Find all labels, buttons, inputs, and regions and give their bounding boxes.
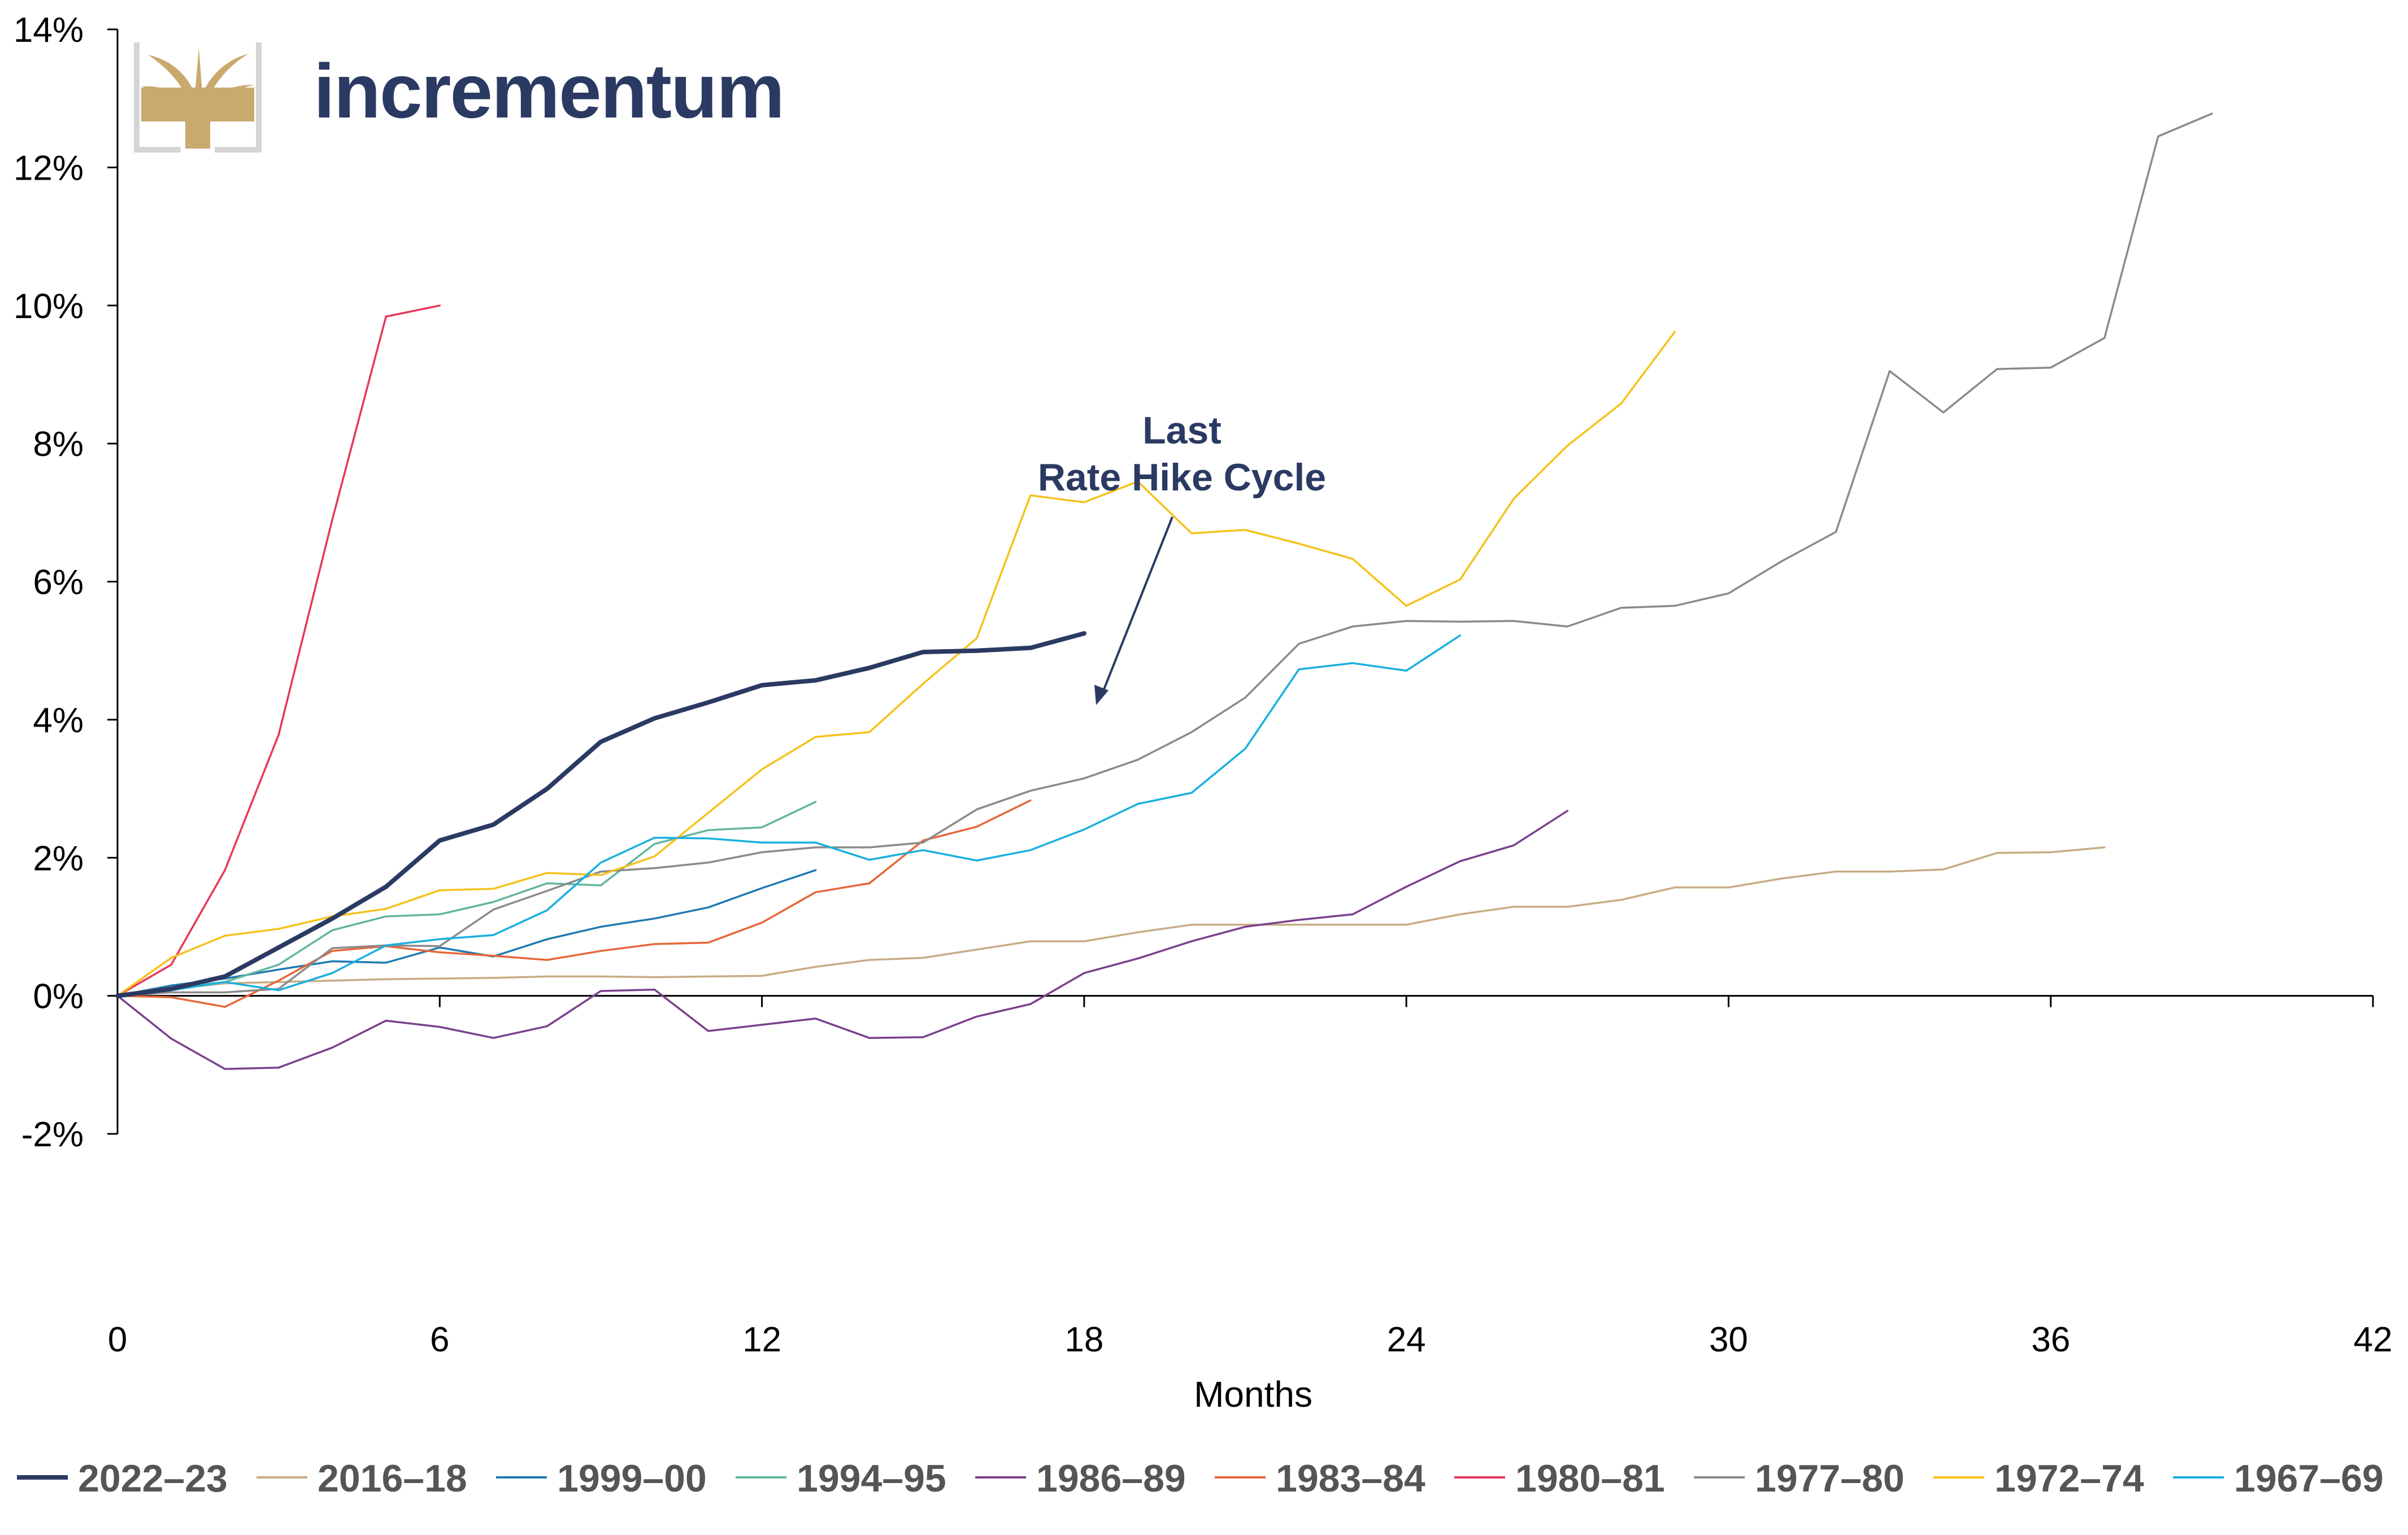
x-tick-label: 24 [1387,1320,1426,1359]
legend-label: 1986–89 [1036,1457,1186,1500]
x-tick-label: 0 [108,1320,127,1359]
axes: -2% 0% 2% 4% 6% 8% 10% 12% 14% 0 6 12 18 24 30 36 42 [14,11,2393,1359]
series-line-1967–69 [116,634,1461,997]
brand-logo: incrementum [134,42,785,153]
legend-label: 2022–23 [78,1457,228,1500]
annotation-arrowhead [1094,685,1109,705]
x-tick-label: 18 [1064,1320,1103,1359]
y-tick-label: 4% [33,701,84,740]
y-tick-label: 14% [14,11,84,50]
legend-label: 2016–18 [318,1457,467,1500]
series-line-1986–89 [116,810,1569,1070]
legend-label: 1977–80 [1755,1457,1905,1500]
series-line-1999–00 [116,869,817,997]
series-layer [115,112,2213,1070]
x-tick-label: 42 [2354,1320,2393,1359]
series-line-1983–84 [116,799,1032,1008]
y-tick-label: 10% [14,287,84,326]
x-tick-label: 12 [742,1320,781,1359]
x-tick-label: 30 [1709,1320,1748,1359]
y-tick-label: -2% [21,1115,84,1154]
legend-label: 1967–69 [2234,1457,2384,1500]
legend-label: 1980–81 [1515,1457,1665,1500]
y-tick-label: 2% [33,839,84,878]
legend: 2022–23 2016–18 1999–00 1994–95 1986–89 1983–… [17,1457,2384,1500]
annotation-line1: Last [1142,409,1222,452]
tree-icon [134,42,262,153]
series-line-2016–18 [116,846,2106,997]
annotation-line2: Rate Hike Cycle [1038,456,1326,499]
series-line-1972–74 [116,331,1676,997]
legend-label: 1972–74 [1994,1457,2144,1500]
x-tick-label: 6 [430,1320,449,1359]
y-tick-label: 12% [14,149,84,188]
y-tick-label: 6% [33,563,84,602]
series-line-1977–80 [116,112,2213,997]
series-line-1994–95 [116,801,817,997]
legend-label: 1999–00 [557,1457,707,1500]
legend-label: 1983–84 [1276,1457,1425,1500]
series-line-2022–23 [115,631,1086,998]
x-axis-title: Months [1194,1374,1312,1415]
annotation-arrow [1099,516,1173,698]
brand-name: incrementum [314,48,784,134]
y-tick-label: 0% [33,977,84,1016]
annotation: Last Rate Hike Cycle [1038,409,1326,705]
y-tick-label: 8% [33,425,84,464]
series-line-1980–81 [116,305,441,997]
legend-label: 1994–95 [797,1457,946,1500]
x-tick-label: 36 [2031,1320,2070,1359]
